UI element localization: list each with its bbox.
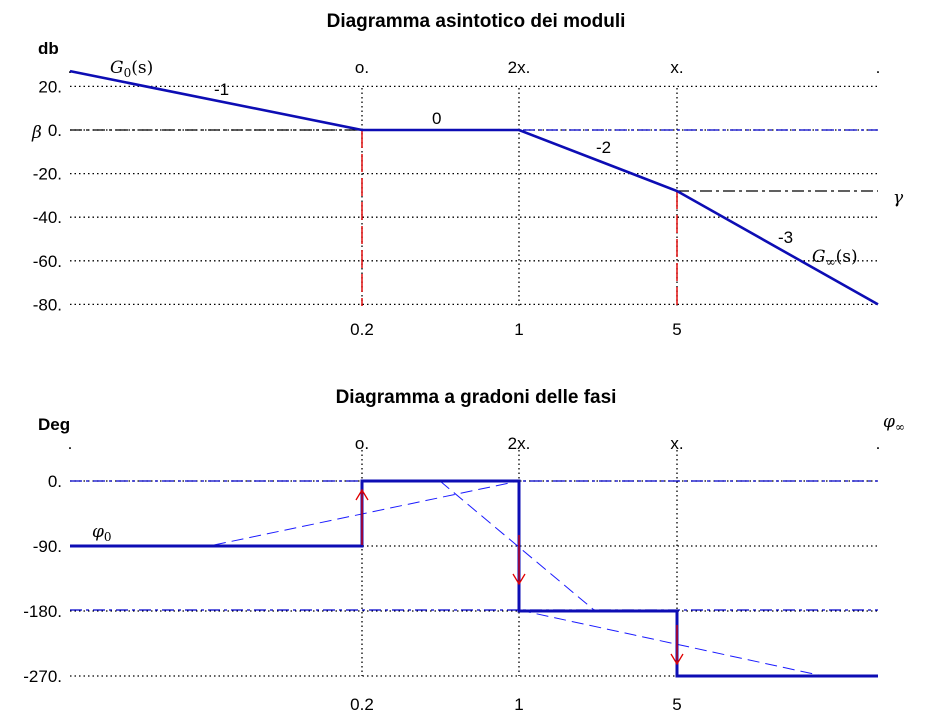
phase-ytick-label: 0.	[48, 472, 62, 491]
magnitude-top-label: o.	[355, 58, 369, 77]
slope-label-minus1: -1	[214, 80, 229, 99]
magnitude-top-label: .	[68, 58, 73, 77]
transition-line-b	[439, 480, 595, 611]
phase-grid	[70, 450, 878, 677]
magnitude-bottom-labels: 0.2 1 5	[350, 320, 682, 339]
phase-top-label: .	[876, 434, 881, 453]
transition-line-a	[213, 480, 520, 546]
phiinf-label: φ∞	[883, 412, 905, 434]
magnitude-bottom-label: 5	[672, 320, 681, 339]
phase-ytick-label: -90.	[33, 537, 62, 556]
magnitude-top-labels: . o. 2x. x..	[68, 58, 881, 77]
magnitude-ylabel: db	[38, 39, 59, 58]
phi0-label: φ0	[92, 522, 112, 544]
arrow-down-head-2	[670, 653, 684, 666]
magnitude-asymptote-line	[69, 69, 879, 306]
phase-bottom-label: 5	[672, 695, 681, 714]
magnitude-top-label: x.	[670, 58, 683, 77]
transition-line-c	[518, 609, 824, 677]
ginf-label: G∞(s)	[812, 247, 858, 269]
phase-top-label: .	[68, 434, 73, 453]
phase-bottom-label: 1	[514, 695, 523, 714]
phase-top-label: o.	[355, 434, 369, 453]
slope-label-0: 0	[432, 109, 441, 128]
beta-label: β	[31, 123, 42, 143]
magnitude-ytick-label: -20.	[33, 165, 62, 184]
phase-bottom-label: 0.2	[350, 695, 374, 714]
phase-top-label: 2x.	[508, 434, 531, 453]
phase-ytick-label: -270.	[23, 667, 62, 686]
magnitude-ytick-label: -60.	[33, 252, 62, 271]
phase-title: Diagramma a gradoni delle fasi	[336, 387, 617, 408]
gamma-label: γ	[893, 188, 904, 208]
phase-ytick-labels: 0. -90. -180. -270.	[23, 472, 62, 686]
phase-transition-lines	[213, 480, 824, 677]
magnitude-top-label: 2x.	[508, 58, 531, 77]
magnitude-ytick-label: 0.	[48, 121, 62, 140]
magnitude-ytick-label: 20.	[38, 77, 62, 96]
magnitude-ytick-labels: 20. 0. -20. -40. -60. -80.	[33, 77, 62, 314]
g0-label: G0(s)	[110, 58, 153, 80]
magnitude-ytick-label: -40.	[33, 208, 62, 227]
magnitude-title: Diagramma asintotico dei moduli	[327, 11, 626, 32]
arrow-down-head-1	[512, 573, 526, 586]
phase-top-labels: . o. 2x. x..	[68, 434, 881, 453]
phase-top-label: x.	[670, 434, 683, 453]
phase-ylabel: Deg	[38, 415, 70, 434]
phase-arrows	[355, 488, 684, 666]
arrow-up-head	[355, 488, 369, 501]
magnitude-grid	[70, 85, 878, 306]
phase-bottom-labels: 0.2 1 5	[350, 695, 682, 714]
magnitude-bottom-label: 1	[514, 320, 523, 339]
slope-label-minus2: -2	[596, 138, 611, 157]
magnitude-ytick-label: -80.	[33, 295, 62, 314]
phase-ytick-label: -180.	[23, 602, 62, 621]
phase-step-line	[70, 479, 878, 678]
magnitude-top-label: .	[876, 58, 881, 77]
magnitude-bottom-label: 0.2	[350, 320, 374, 339]
slope-label-minus3: -3	[778, 228, 793, 247]
